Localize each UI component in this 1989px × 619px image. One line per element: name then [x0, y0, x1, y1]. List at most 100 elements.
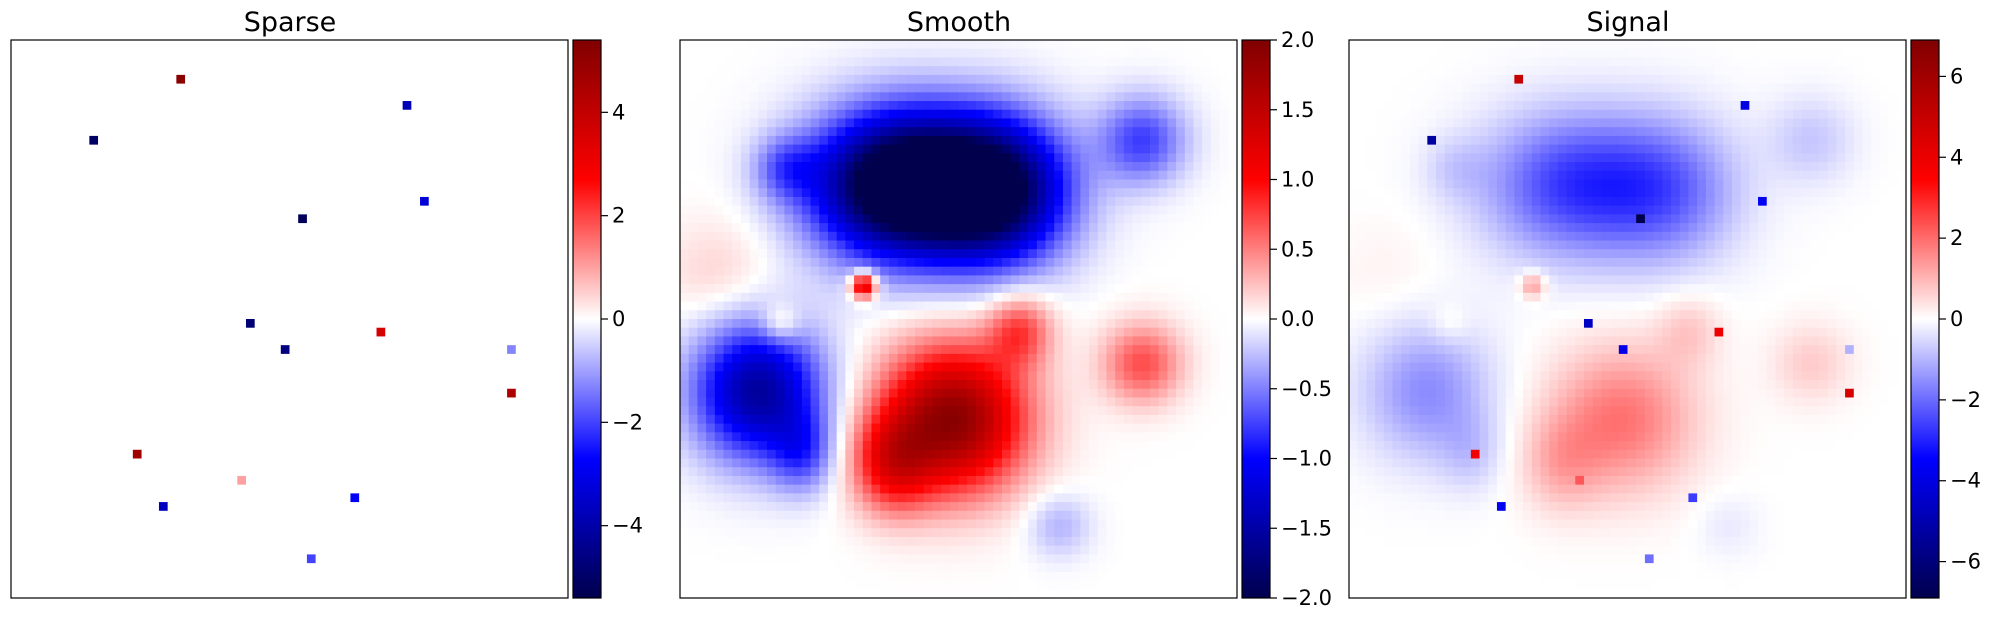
heatmap-cell	[515, 92, 526, 102]
heatmap-cell	[45, 545, 56, 556]
heatmap-cell	[507, 275, 517, 285]
heatmap-cell	[385, 397, 395, 407]
heatmap-cell	[507, 423, 517, 433]
heatmap-cell	[559, 563, 569, 573]
heatmap-cell	[333, 327, 343, 338]
heatmap-cell	[315, 214, 325, 224]
heatmap-cell	[376, 310, 386, 320]
heatmap-cell	[341, 580, 352, 590]
heatmap-cell	[393, 510, 404, 521]
heatmap-cell	[158, 319, 169, 329]
heatmap-cell	[507, 240, 517, 250]
heatmap-cell	[341, 301, 352, 311]
heatmap-cell	[37, 554, 47, 564]
heatmap-cell	[1089, 74, 1099, 85]
heatmap-cell	[211, 162, 221, 172]
colorbar-tick-label: −2	[612, 410, 643, 434]
heatmap-cell	[28, 66, 38, 76]
heatmap-cell	[367, 205, 378, 215]
heatmap-cell	[550, 449, 560, 460]
heatmap-cell	[245, 397, 256, 407]
heatmap-cell	[106, 162, 117, 172]
heatmap-cell	[489, 57, 499, 67]
heatmap-cell	[941, 127, 951, 137]
heatmap-cell	[350, 353, 360, 364]
heatmap-cell	[80, 109, 90, 120]
heatmap-cell	[324, 240, 334, 250]
heatmap-cell	[263, 249, 273, 259]
heatmap-cell	[333, 257, 343, 268]
heatmap-cell	[141, 310, 151, 320]
heatmap-cell	[11, 196, 21, 207]
heatmap-cell	[420, 371, 430, 381]
heatmap-cell	[228, 284, 238, 294]
heatmap-cell	[376, 40, 386, 50]
heatmap-cell	[533, 196, 543, 207]
heatmap-cell	[836, 135, 846, 146]
heatmap-cell	[141, 362, 151, 372]
heatmap-cell	[54, 292, 64, 303]
heatmap-cell	[80, 170, 90, 181]
heatmap-cell	[89, 467, 99, 477]
heatmap-cell	[306, 554, 317, 564]
heatmap-cell	[680, 83, 690, 93]
heatmap-cell	[333, 345, 343, 355]
heatmap-cell	[89, 571, 99, 582]
heatmap-cell	[411, 92, 421, 102]
heatmap-cell	[923, 101, 933, 111]
heatmap-cell	[472, 301, 482, 311]
heatmap-cell	[1167, 66, 1177, 76]
heatmap-cell	[533, 135, 543, 146]
heatmap-cell	[315, 284, 325, 294]
heatmap-cell	[463, 493, 473, 503]
heatmap-cell	[402, 214, 412, 224]
heatmap-cell	[367, 519, 378, 529]
heatmap-cell	[515, 48, 526, 59]
heatmap-cell	[958, 101, 968, 111]
heatmap-cell	[507, 563, 517, 573]
heatmap-cell	[941, 83, 951, 93]
heatmap-cell	[132, 144, 143, 154]
heatmap-cell	[1123, 109, 1134, 120]
heatmap-cell	[219, 249, 230, 259]
heatmap-cell	[359, 571, 369, 582]
heatmap-cell	[411, 118, 421, 128]
heatmap-cell	[367, 362, 378, 372]
heatmap-cell	[775, 118, 786, 128]
heatmap-cell	[63, 257, 73, 268]
heatmap-cell	[193, 301, 204, 311]
heatmap-cell	[158, 475, 169, 486]
heatmap-cell	[158, 458, 169, 468]
heatmap-cell	[245, 493, 256, 503]
heatmap-cell	[393, 571, 404, 582]
heatmap-cell	[836, 74, 846, 85]
heatmap-cell	[211, 397, 221, 407]
heatmap-cell	[263, 92, 273, 102]
heatmap-cell	[541, 196, 552, 207]
heatmap-cell	[211, 231, 221, 242]
heatmap-cell	[402, 196, 412, 207]
heatmap-cell	[141, 493, 151, 503]
heatmap-cell	[193, 48, 204, 59]
heatmap-cell	[550, 284, 560, 294]
heatmap-cell	[437, 153, 447, 163]
heatmap-cell	[315, 554, 325, 564]
heatmap-cell	[98, 563, 108, 573]
heatmap-cell	[54, 48, 64, 59]
heatmap-cell	[524, 214, 534, 224]
heatmap-cell	[498, 48, 508, 59]
heatmap-cell	[324, 432, 334, 442]
heatmap-cell	[254, 353, 264, 364]
heatmap-cell	[454, 580, 465, 590]
heatmap-cell	[263, 240, 273, 250]
heatmap-cell	[376, 214, 386, 224]
heatmap-cell	[106, 109, 117, 120]
heatmap-cell	[245, 66, 256, 76]
heatmap-cell	[298, 528, 308, 538]
heatmap-cell	[289, 345, 299, 355]
heatmap-cell	[141, 162, 151, 172]
heatmap-cell	[245, 301, 256, 311]
heatmap-cell	[706, 83, 716, 93]
heatmap-cell	[71, 40, 82, 50]
heatmap-cell	[158, 353, 169, 364]
